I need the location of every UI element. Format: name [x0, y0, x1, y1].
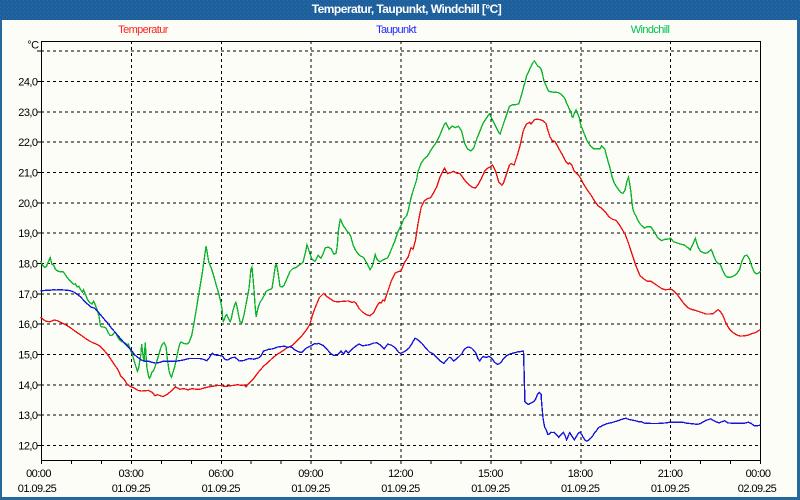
- svg-text:21,0: 21,0: [18, 168, 38, 180]
- svg-text:21:00: 21:00: [658, 468, 683, 480]
- svg-text:°C: °C: [27, 40, 39, 52]
- svg-text:15,0: 15,0: [18, 350, 38, 362]
- svg-text:01.09.25: 01.09.25: [561, 483, 600, 495]
- svg-text:01.09.25: 01.09.25: [112, 483, 151, 495]
- svg-text:01.09.25: 01.09.25: [18, 483, 57, 495]
- svg-text:18,0: 18,0: [18, 259, 38, 271]
- svg-text:15:00: 15:00: [478, 468, 503, 480]
- svg-text:01.09.25: 01.09.25: [381, 483, 420, 495]
- svg-text:14,0: 14,0: [18, 380, 38, 392]
- svg-text:06:00: 06:00: [208, 468, 233, 480]
- svg-text:01.09.25: 01.09.25: [651, 483, 690, 495]
- svg-text:24,0: 24,0: [18, 77, 38, 89]
- svg-text:20,0: 20,0: [18, 198, 38, 210]
- svg-text:00:00: 00:00: [26, 468, 51, 480]
- svg-text:12:00: 12:00: [388, 468, 413, 480]
- svg-text:01.09.25: 01.09.25: [202, 483, 241, 495]
- svg-text:19,0: 19,0: [18, 228, 38, 240]
- svg-text:23,0: 23,0: [18, 107, 38, 119]
- svg-text:18:00: 18:00: [568, 468, 593, 480]
- svg-text:13,0: 13,0: [18, 410, 38, 422]
- svg-text:16,0: 16,0: [18, 319, 38, 331]
- svg-text:01.09.25: 01.09.25: [291, 483, 330, 495]
- svg-text:01.09.25: 01.09.25: [471, 483, 510, 495]
- svg-text:03:00: 03:00: [119, 468, 144, 480]
- svg-text:17,0: 17,0: [18, 289, 38, 301]
- svg-text:09:00: 09:00: [298, 468, 323, 480]
- svg-text:02.09.25: 02.09.25: [738, 483, 777, 495]
- svg-text:00:00: 00:00: [746, 468, 771, 480]
- svg-text:22,0: 22,0: [18, 137, 38, 149]
- svg-text:12,0: 12,0: [18, 441, 38, 453]
